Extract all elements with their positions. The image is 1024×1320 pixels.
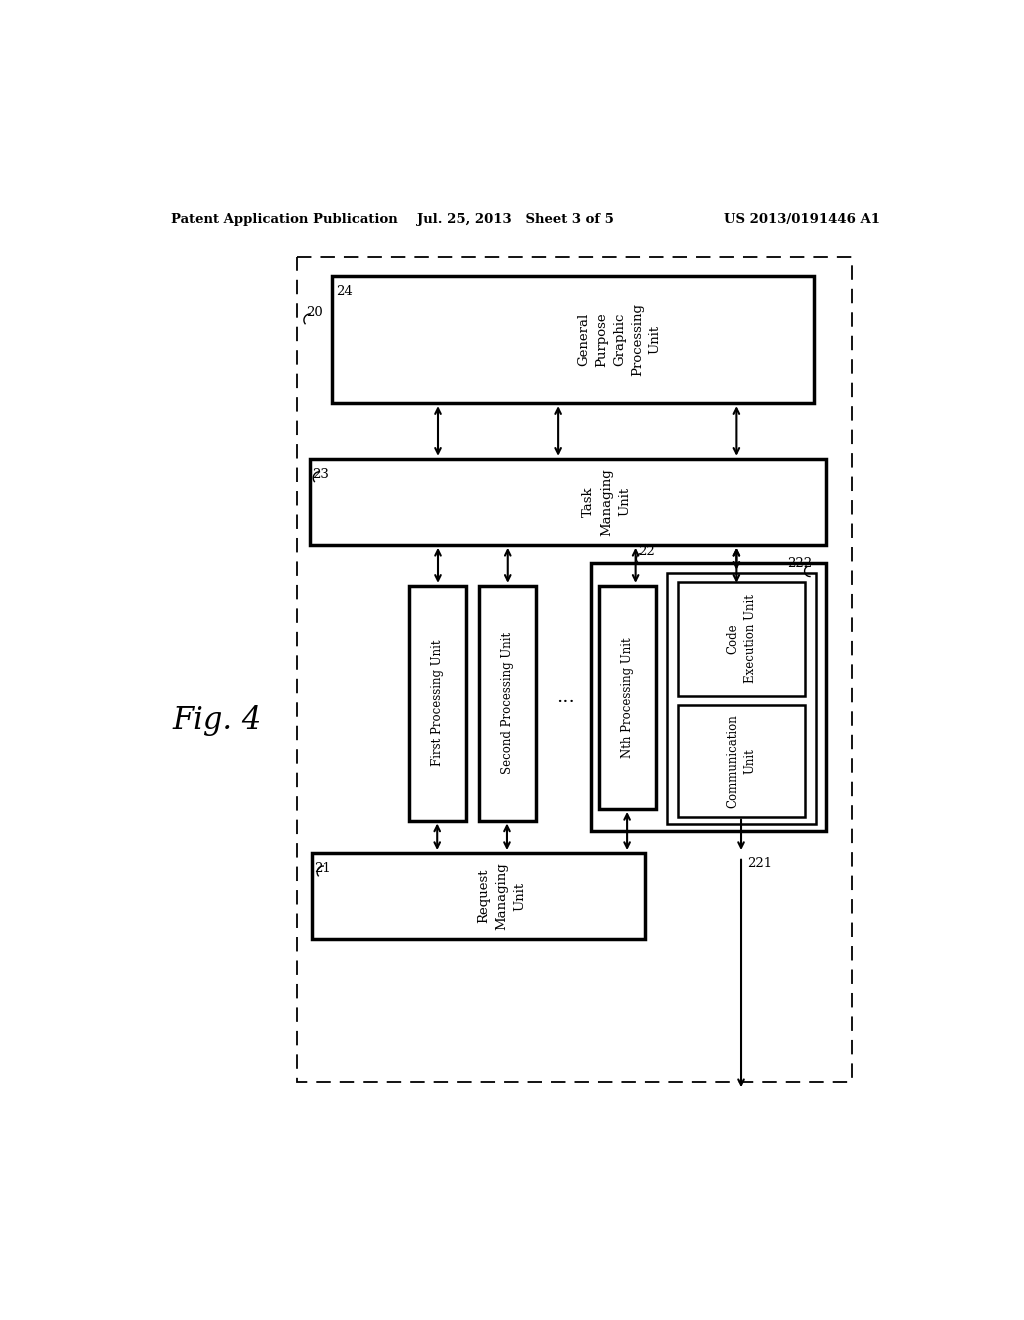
Text: Second Processing Unit: Second Processing Unit xyxy=(501,632,514,775)
Text: Code
Execution Unit: Code Execution Unit xyxy=(726,594,757,684)
Bar xyxy=(667,573,816,825)
Text: Fig. 4: Fig. 4 xyxy=(172,705,262,737)
Bar xyxy=(479,586,536,821)
Text: Communication
Unit: Communication Unit xyxy=(726,714,757,808)
Bar xyxy=(311,853,645,940)
Text: ...: ... xyxy=(556,689,575,706)
Text: 20: 20 xyxy=(306,306,323,319)
Text: General
Purpose
Graphic
Processing
Unit: General Purpose Graphic Processing Unit xyxy=(577,304,662,376)
Bar xyxy=(310,459,825,545)
Bar xyxy=(599,586,655,809)
Bar xyxy=(592,562,825,830)
Text: 21: 21 xyxy=(314,862,331,875)
Bar xyxy=(332,276,814,404)
Text: Jul. 25, 2013   Sheet 3 of 5: Jul. 25, 2013 Sheet 3 of 5 xyxy=(417,214,614,227)
Text: 24: 24 xyxy=(336,285,352,298)
Text: 222: 222 xyxy=(787,557,812,570)
Text: US 2013/0191446 A1: US 2013/0191446 A1 xyxy=(724,214,880,227)
Text: 221: 221 xyxy=(748,857,772,870)
Text: 23: 23 xyxy=(312,469,330,480)
Text: Request
Managing
Unit: Request Managing Unit xyxy=(477,862,526,929)
Text: 22: 22 xyxy=(638,545,654,557)
Bar xyxy=(678,705,805,817)
Bar xyxy=(297,257,852,1082)
Bar xyxy=(678,582,805,696)
Bar xyxy=(410,586,466,821)
Text: First Processing Unit: First Processing Unit xyxy=(431,640,444,767)
Text: Patent Application Publication: Patent Application Publication xyxy=(171,214,397,227)
Text: Task
Managing
Unit: Task Managing Unit xyxy=(582,469,631,536)
Text: Nth Processing Unit: Nth Processing Unit xyxy=(621,638,634,758)
